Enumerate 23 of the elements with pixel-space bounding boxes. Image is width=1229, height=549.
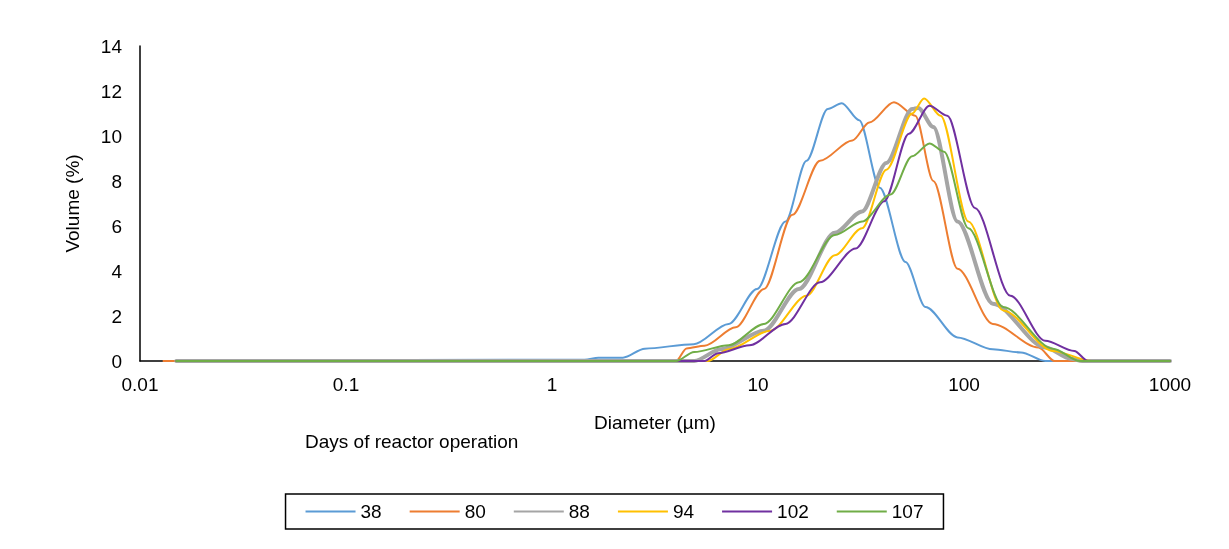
y-tick-label: 6	[111, 215, 122, 237]
legend-label: 80	[464, 501, 486, 522]
y-tick-label: 2	[111, 305, 122, 327]
legend-label: 94	[672, 501, 695, 522]
legend-label: 38	[360, 501, 382, 522]
legend-label: 88	[568, 501, 590, 522]
legend-label: 102	[777, 501, 809, 522]
y-axis-title: Volume (%)	[62, 154, 83, 253]
x-tick-label: 1000	[1148, 374, 1192, 395]
y-tick-label: 0	[111, 350, 122, 372]
x-tick-label: 10	[747, 374, 769, 395]
y-tick-label: 12	[100, 80, 122, 102]
y-tick-label: 8	[111, 170, 122, 192]
y-tick-label: 4	[111, 260, 123, 282]
x-tick-label: 0.1	[332, 374, 360, 395]
x-axis-title: Diameter (µm)	[594, 412, 716, 433]
legend-title: Days of reactor operation	[305, 431, 519, 452]
x-tick-label: 100	[948, 374, 980, 395]
y-tick-label: 14	[100, 35, 123, 57]
x-tick-label: 0.01	[121, 374, 159, 395]
x-tick-label: 1	[546, 374, 558, 395]
legend-label: 107	[891, 501, 924, 522]
y-tick-label: 10	[100, 125, 122, 147]
